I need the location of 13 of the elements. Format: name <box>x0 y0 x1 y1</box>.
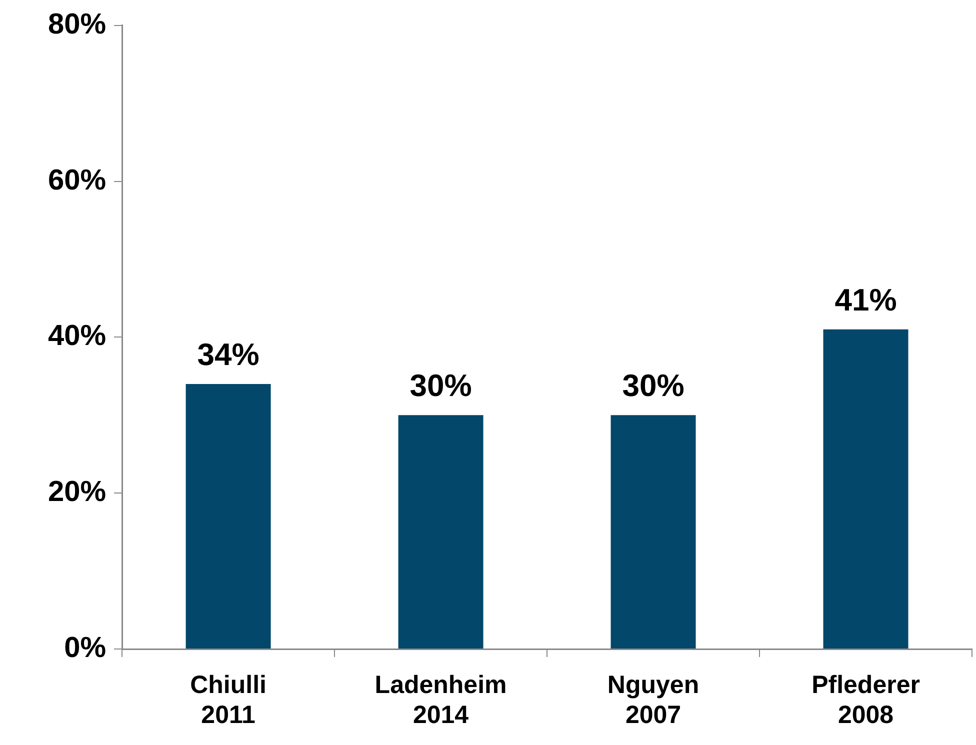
y-tick-label: 80% <box>48 8 106 40</box>
y-tick-label: 40% <box>48 320 106 352</box>
data-label: 34% <box>197 337 260 372</box>
data-label: 41% <box>834 282 897 318</box>
x-tick-label: Pflederer 2008 <box>812 670 920 729</box>
data-label: 30% <box>622 368 684 404</box>
x-tick-label: Nguyen 2007 <box>607 670 700 729</box>
y-tick-label: 0% <box>64 632 106 664</box>
x-tick-label: Chiulli 2011 <box>190 670 266 729</box>
y-tick-label: 60% <box>48 164 106 196</box>
data-label: 30% <box>410 368 472 404</box>
y-tick-label: 20% <box>48 476 106 508</box>
x-tick-label: Ladenheim 2014 <box>374 670 507 729</box>
